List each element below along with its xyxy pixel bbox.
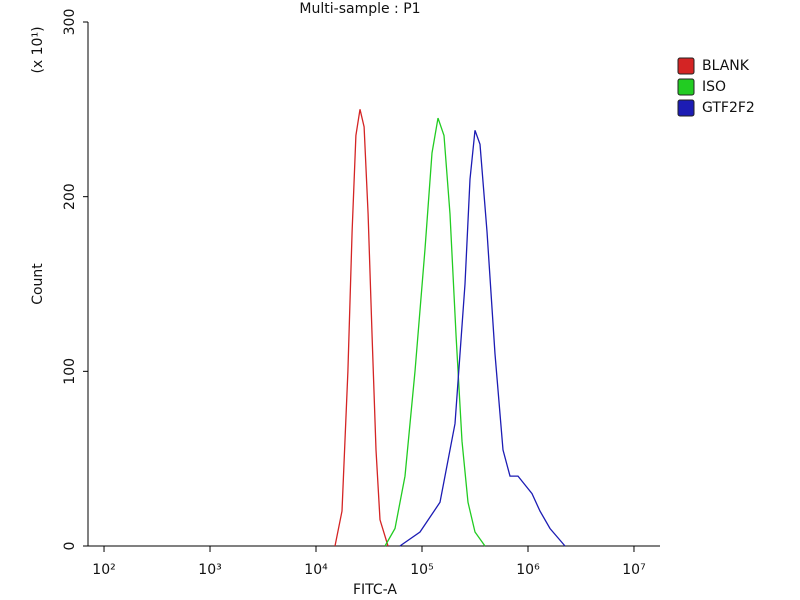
trace: [384, 117, 486, 547]
legend-label: GTF2F2: [702, 100, 755, 116]
x-tick-label: 10²: [92, 562, 115, 578]
x-tick-label: 10⁵: [410, 562, 433, 578]
legend-swatch: [677, 78, 695, 96]
legend-swatch: [677, 57, 695, 75]
y-tick-label: 0: [62, 542, 78, 551]
x-tick-label: 10⁷: [622, 562, 645, 578]
legend-swatch: [677, 99, 695, 117]
x-tick-label: 10⁴: [304, 562, 328, 578]
trace: [399, 130, 566, 547]
y-tick-label: 100: [62, 358, 78, 385]
y-multiplier: (x 10¹): [30, 26, 46, 73]
legend-label: BLANK: [702, 58, 750, 74]
legend-label: ISO: [702, 79, 726, 95]
chart-title: Multi-sample : P1: [299, 1, 420, 17]
y-tick-label: 200: [62, 183, 78, 210]
x-tick-label: 10⁶: [516, 562, 540, 578]
y-tick-label: 300: [62, 9, 78, 36]
x-axis-label: FITC-A: [353, 582, 397, 598]
x-tick-label: 10³: [198, 562, 221, 578]
trace: [334, 109, 389, 547]
y-axis-label: Count: [30, 263, 46, 305]
